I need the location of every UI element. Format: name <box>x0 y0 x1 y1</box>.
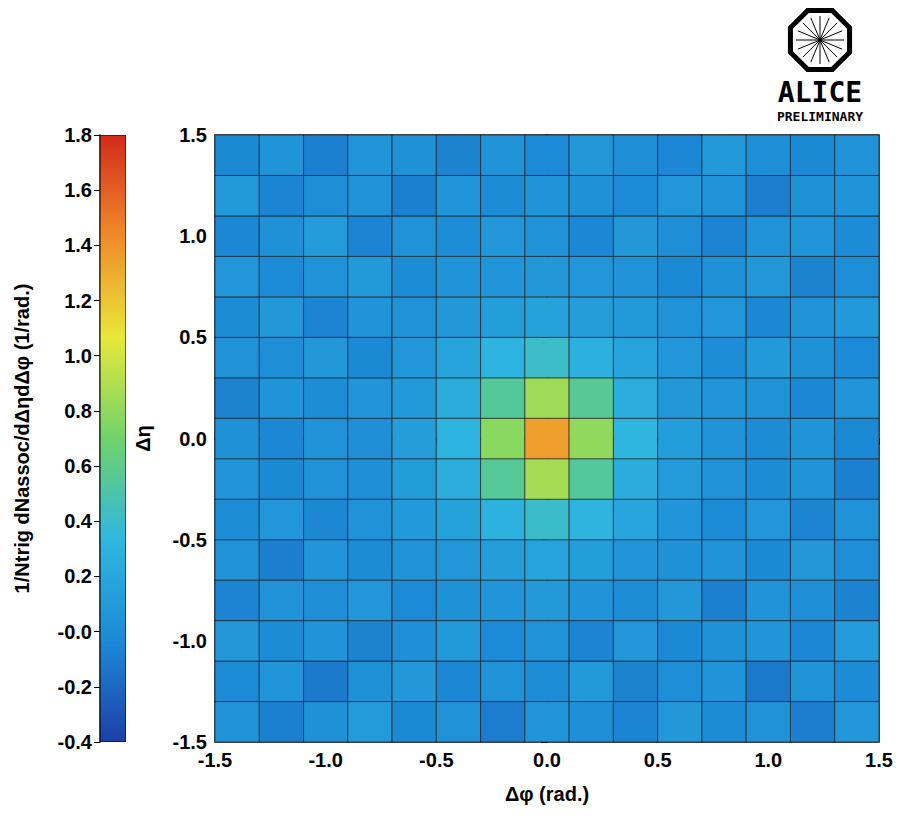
svg-text:1.0: 1.0 <box>64 345 92 367</box>
svg-text:ALICE: ALICE <box>778 76 862 109</box>
svg-text:-1.5: -1.5 <box>172 731 207 753</box>
svg-text:-0.0: -0.0 <box>58 621 92 643</box>
svg-text:0.6: 0.6 <box>64 455 92 477</box>
svg-text:Δφ (rad.): Δφ (rad.) <box>505 783 589 805</box>
svg-text:1.0: 1.0 <box>754 749 782 771</box>
svg-text:1.5: 1.5 <box>179 124 207 146</box>
svg-text:-0.5: -0.5 <box>419 749 453 771</box>
svg-text:1.4: 1.4 <box>64 234 93 256</box>
svg-text:0.0: 0.0 <box>179 428 207 450</box>
svg-text:1.8: 1.8 <box>64 124 92 146</box>
svg-text:0.8: 0.8 <box>64 400 92 422</box>
svg-text:1.2: 1.2 <box>64 290 92 312</box>
svg-text:-0.4: -0.4 <box>58 731 93 753</box>
svg-text:Δη: Δη <box>132 425 154 452</box>
svg-text:0.5: 0.5 <box>644 749 672 771</box>
svg-text:-0.5: -0.5 <box>173 529 207 551</box>
svg-text:-1.5: -1.5 <box>198 749 232 771</box>
svg-text:1.5: 1.5 <box>865 749 893 771</box>
svg-text:0.0: 0.0 <box>533 749 561 771</box>
svg-text:1.6: 1.6 <box>64 179 92 201</box>
svg-text:0.5: 0.5 <box>179 326 207 348</box>
svg-text:PRELIMINARY: PRELIMINARY <box>777 109 863 124</box>
svg-text:-1.0: -1.0 <box>308 749 342 771</box>
svg-text:1/Ntrig dNassoc/dΔηdΔφ (1/rad.: 1/Ntrig dNassoc/dΔηdΔφ (1/rad.) <box>11 284 33 594</box>
svg-text:0.4: 0.4 <box>64 510 93 532</box>
svg-text:1.0: 1.0 <box>179 225 207 247</box>
svg-text:0.2: 0.2 <box>64 565 92 587</box>
svg-text:-1.0: -1.0 <box>173 630 207 652</box>
svg-text:-0.2: -0.2 <box>58 676 92 698</box>
